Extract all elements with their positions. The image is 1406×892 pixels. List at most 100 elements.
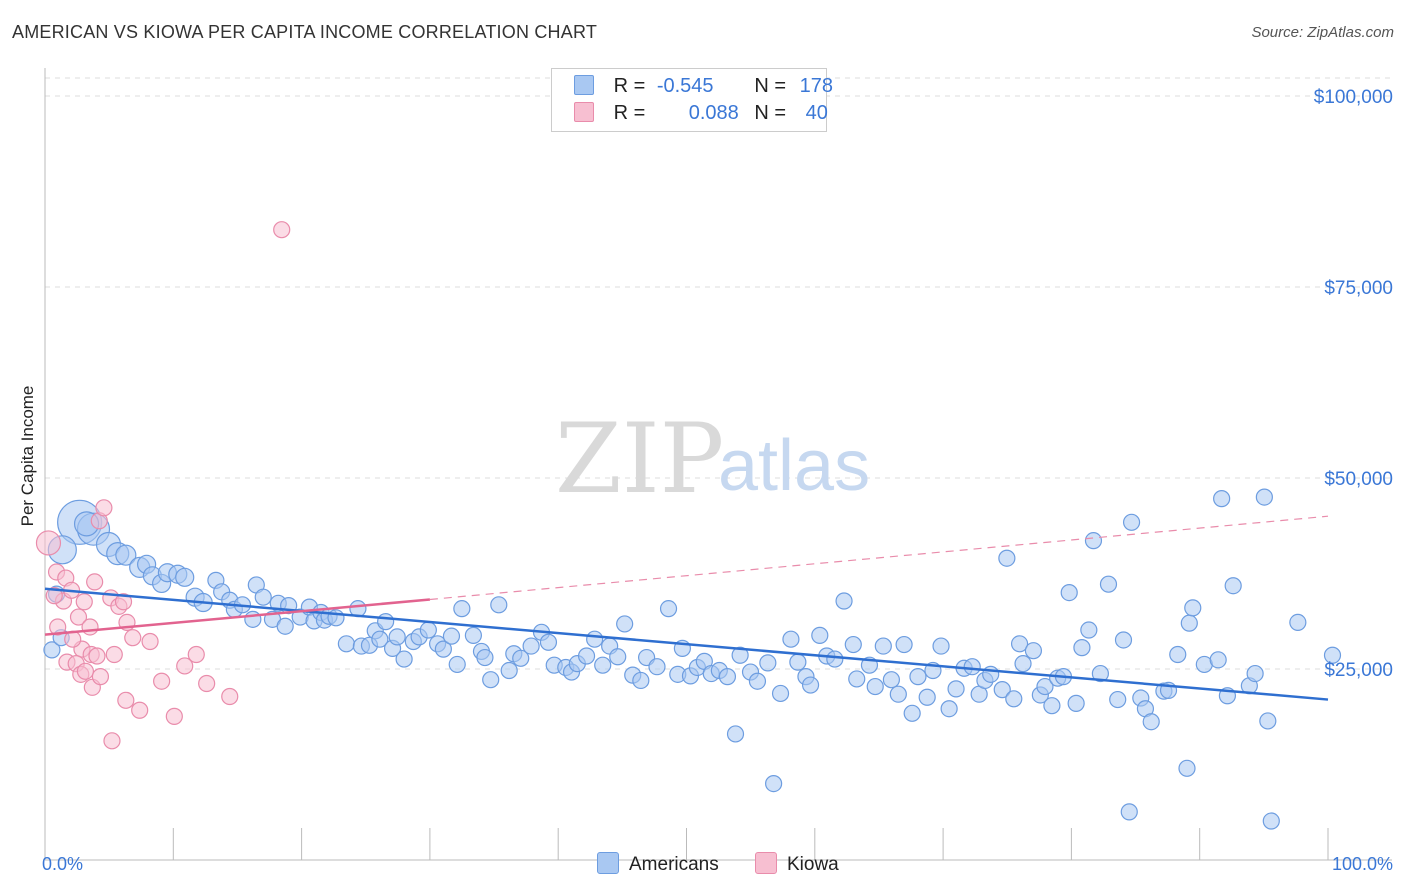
trend-lines — [44, 515, 1329, 701]
americans-point — [476, 648, 494, 667]
r-label: R = — [613, 75, 646, 97]
correlation-stats-box: R = -0.545 N = 178 R = 0.088 N = 40 — [551, 68, 833, 132]
americans-point — [1010, 635, 1029, 653]
americans-point — [648, 658, 666, 676]
americans-point — [490, 596, 508, 614]
americans-point — [388, 628, 406, 646]
americans-point — [726, 725, 745, 743]
americans-point — [43, 641, 61, 659]
americans-point — [586, 630, 604, 648]
americans-point — [882, 671, 900, 689]
n-value: 178 — [799, 75, 833, 97]
americans-point — [889, 685, 907, 703]
stats-row-americans: R = -0.545 N = 178 — [574, 75, 833, 99]
legend-americans: Americans — [597, 852, 719, 876]
americans-point — [632, 671, 650, 690]
americans-point — [826, 650, 844, 668]
americans-point — [1036, 677, 1054, 696]
americans-point — [993, 681, 1011, 699]
americans-point — [594, 656, 612, 674]
americans-point — [1073, 639, 1091, 657]
americans-point — [1099, 575, 1118, 593]
americans-point — [337, 635, 355, 653]
americans-point — [482, 671, 500, 689]
americans-point — [848, 670, 866, 688]
americans-point — [1209, 651, 1227, 669]
americans-point — [244, 610, 262, 628]
axes — [44, 68, 1392, 861]
americans-point — [998, 549, 1016, 567]
source-credit: Source: ZipAtlas.com — [1251, 24, 1394, 41]
americans-point — [940, 700, 958, 718]
kiowa-point — [114, 593, 133, 611]
americans-point — [371, 630, 389, 648]
legend-kiowa-swatch — [755, 852, 777, 874]
kiowa-point — [124, 629, 142, 647]
legend-kiowa: Kiowa — [755, 852, 839, 876]
kiowa-point — [105, 645, 123, 664]
kiowa-point — [176, 657, 194, 675]
gridlines — [45, 77, 1392, 670]
data-points — [35, 221, 1342, 830]
americans-point — [395, 650, 413, 668]
americans-point — [895, 635, 913, 654]
americans-point — [659, 600, 678, 618]
kiowa-point — [69, 608, 88, 626]
americans-point — [731, 646, 749, 664]
americans-point — [1043, 697, 1061, 715]
americans-point — [616, 615, 634, 633]
americans-point — [539, 633, 558, 651]
americans-point — [1122, 513, 1141, 531]
americans-point — [115, 544, 137, 566]
y-tick-label: $50,000 — [1324, 469, 1393, 490]
americans-point — [1120, 803, 1138, 821]
americans-point — [442, 627, 461, 645]
n-value: 40 — [805, 102, 828, 124]
americans-point — [1024, 642, 1043, 660]
kiowa-point — [88, 647, 106, 665]
americans-point — [1005, 690, 1023, 708]
americans-point — [1084, 532, 1103, 550]
americans-point — [175, 567, 195, 587]
americans-point — [1080, 621, 1098, 639]
americans-point — [512, 649, 530, 667]
x-tick-label: 0.0% — [42, 854, 83, 874]
kiowa-point — [165, 707, 183, 725]
watermark: ZIP atlas — [555, 403, 870, 515]
kiowa-point — [153, 672, 171, 690]
r-value: 0.088 — [688, 102, 739, 124]
americans-point — [844, 635, 862, 654]
americans-point — [254, 588, 272, 606]
kiowa-point — [117, 691, 135, 709]
kiowa-point — [221, 687, 239, 706]
americans-point — [464, 626, 482, 644]
americans-point — [801, 676, 820, 694]
y-tick-label: $25,000 — [1324, 660, 1393, 681]
kiowa-point — [35, 530, 62, 556]
kiowa-point — [86, 573, 104, 591]
americans-point — [748, 672, 767, 690]
kiowa-trend-line — [44, 598, 431, 636]
kiowa-point — [141, 632, 159, 651]
americans-point — [1259, 712, 1277, 730]
chart-title: AMERICAN VS KIOWA PER CAPITA INCOME CORR… — [12, 22, 598, 42]
americans-point — [835, 592, 853, 610]
kiowa-swatch — [574, 102, 594, 122]
americans-point — [765, 774, 783, 793]
kiowa-point — [76, 662, 95, 680]
americans-point — [718, 668, 737, 686]
kiowa-point — [81, 618, 99, 636]
kiowa-point — [45, 587, 63, 605]
americans-point — [759, 654, 777, 672]
kiowa-point — [91, 668, 110, 686]
americans-point — [947, 680, 965, 698]
americans-point — [1142, 713, 1160, 731]
americans-point — [811, 626, 829, 644]
americans-point — [1262, 812, 1280, 830]
n-label: N = — [754, 75, 787, 97]
americans-point — [782, 630, 800, 648]
americans-point — [1184, 599, 1202, 617]
r-value: -0.545 — [656, 75, 714, 97]
americans-point — [874, 637, 892, 655]
